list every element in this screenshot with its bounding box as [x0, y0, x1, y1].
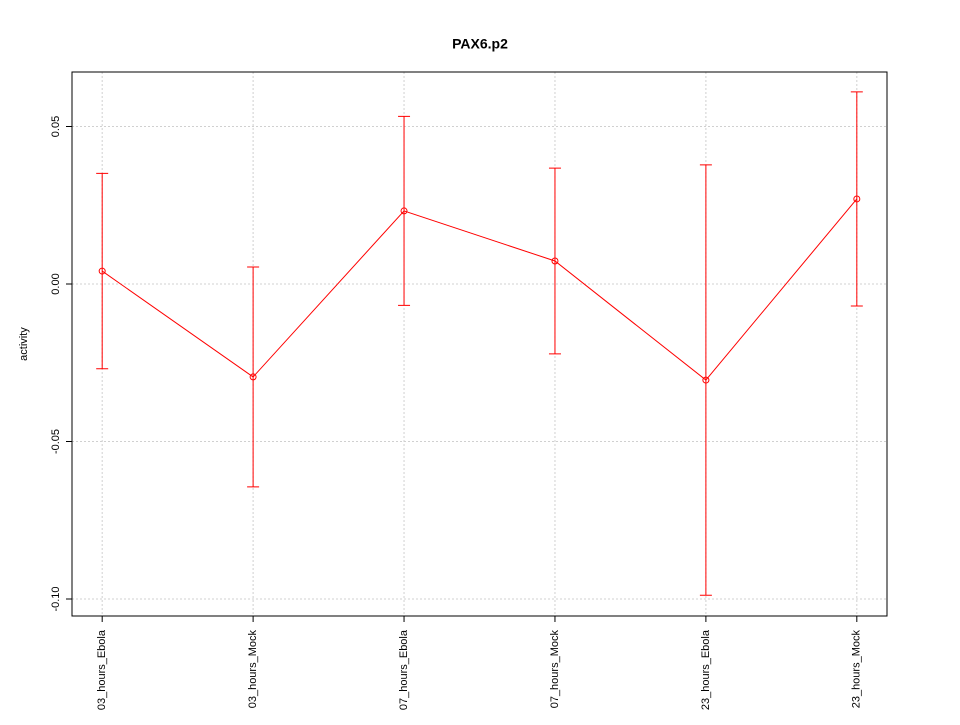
point: [702, 376, 710, 384]
plot-frame: [71, 71, 888, 617]
error-bar: [398, 115, 411, 306]
error-bar: [548, 167, 561, 355]
y-tick-label: 0.00: [50, 273, 62, 294]
y-tick-label: 0.05: [50, 116, 62, 137]
y-tick-label: -0.10: [50, 586, 62, 611]
chart-title: PAX6.p2: [452, 36, 508, 52]
x-tick-label: 23_hours_Mock: [851, 630, 863, 709]
x-tick-label: 03_hours_Mock: [247, 630, 259, 709]
x-tick-label: 03_hours_Ebola: [96, 629, 108, 710]
point: [98, 267, 106, 275]
error-bar: [247, 266, 260, 488]
x-tick-label: 07_hours_Mock: [549, 630, 561, 709]
point: [400, 207, 408, 215]
error-bar: [699, 164, 712, 596]
y-axis-label: activity: [18, 327, 30, 361]
x-tick-label: 07_hours_Ebola: [398, 629, 410, 710]
point: [853, 195, 861, 203]
point: [551, 257, 559, 265]
point: [249, 373, 257, 381]
error-bar: [96, 172, 109, 370]
x-tick-label: 23_hours_Ebola: [700, 629, 712, 710]
error-bar: [850, 91, 863, 307]
y-tick-label: -0.05: [50, 429, 62, 454]
line: [101, 198, 858, 381]
